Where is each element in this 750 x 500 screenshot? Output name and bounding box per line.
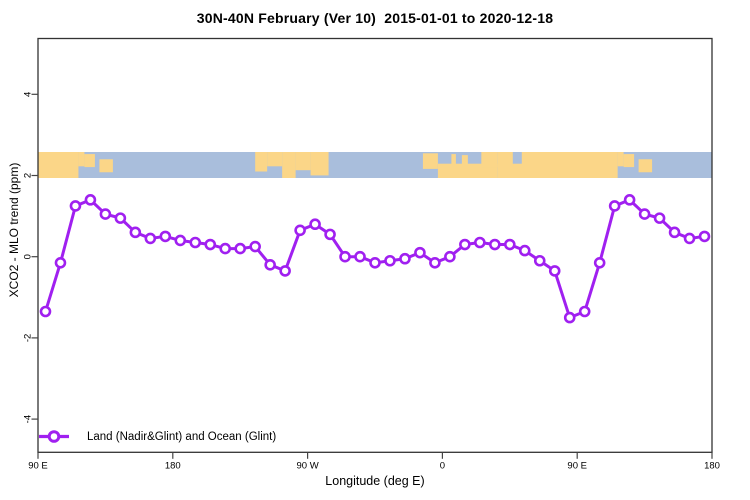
map-band-land-segment (461, 155, 468, 167)
data-point-marker (189, 236, 202, 249)
data-point-marker (174, 234, 187, 247)
data-point-marker (249, 240, 261, 253)
data-point-marker (159, 230, 172, 243)
data-point-marker (384, 254, 396, 267)
data-point-marker (653, 212, 666, 224)
data-point-marker (533, 254, 546, 267)
data-point-marker (668, 226, 681, 239)
legend-line-marker-icon (39, 430, 69, 443)
map-band-land-segment (282, 152, 296, 178)
data-point-marker (623, 194, 636, 206)
map-band-land-segment (481, 152, 498, 168)
data-point-marker (39, 305, 52, 318)
map-band-land-segment (623, 154, 635, 168)
y-tick-label: -2 (23, 334, 34, 342)
data-point-marker (129, 226, 142, 239)
x-tick-label: 90 W (297, 460, 319, 471)
map-band-land-segment (451, 154, 456, 165)
x-tick-label: 90 E (28, 460, 48, 471)
data-point-marker (548, 265, 561, 277)
data-point-marker (309, 218, 321, 231)
data-point-marker (638, 208, 651, 220)
data-point-marker (489, 238, 501, 251)
legend-label: Land (Nadir&Glint) and Ocean (Glint) (87, 430, 277, 443)
map-band-land-segment (422, 153, 438, 169)
map-band-land-segment (99, 159, 113, 173)
data-point-marker (459, 238, 471, 251)
map-band-land-segment (310, 152, 329, 176)
map-band-land-segment (84, 154, 95, 168)
map-band-land-segment (267, 152, 283, 167)
data-point-marker (234, 242, 246, 255)
data-point-marker (518, 244, 531, 257)
map-band-land-segment (78, 152, 85, 167)
y-tick-label: 0 (23, 254, 34, 259)
x-tick-label: 90 E (567, 460, 587, 471)
x-tick-label: 0 (440, 460, 445, 471)
data-point-marker (204, 238, 217, 251)
data-point-marker (683, 232, 696, 245)
map-band-land-segment (38, 152, 79, 178)
data-point-marker (503, 238, 516, 251)
data-point-marker (324, 228, 336, 241)
x-tick-label: 180 (165, 460, 181, 471)
data-point-marker (593, 256, 606, 269)
data-point-marker (563, 311, 576, 324)
x-tick-label: 180 (704, 460, 720, 471)
data-point-marker (114, 212, 127, 224)
data-point-marker (219, 242, 232, 255)
data-point-marker (698, 230, 711, 243)
data-point-marker (84, 194, 97, 206)
plot-border (37, 37, 713, 453)
data-point-marker (399, 252, 411, 265)
map-band-land-segment (617, 152, 624, 167)
x-axis-title: Longitude (deg E) (325, 474, 425, 488)
data-point-marker (99, 208, 112, 220)
map-band-land-segment (638, 159, 653, 173)
data-point-marker (264, 259, 276, 271)
chart-title: 30N-40N February (Ver 10) 2015-01-01 to … (196, 10, 554, 26)
data-point-marker (608, 200, 621, 212)
data-point-marker (279, 265, 291, 277)
data-point-marker (429, 256, 441, 269)
data-point-marker (69, 200, 82, 212)
data-point-marker (339, 250, 351, 263)
data-point-marker (369, 256, 381, 269)
data-point-marker (414, 246, 426, 259)
data-point-marker (444, 250, 456, 263)
y-axis-title: XCO2 - MLO trend (ppm) (7, 162, 21, 298)
data-point-marker (294, 224, 306, 237)
data-point-marker (354, 250, 366, 263)
y-tick-label: -4 (23, 415, 34, 423)
data-point-marker (144, 232, 157, 245)
legend: Land (Nadir&Glint) and Ocean (Glint) (38, 429, 276, 444)
data-point-marker (54, 256, 67, 269)
map-band-land-segment (255, 152, 268, 172)
map-band-land-segment (295, 152, 311, 171)
y-tick-label: 2 (23, 173, 34, 178)
map-band-water-patch (512, 152, 522, 164)
data-point-marker (578, 305, 591, 318)
data-point-marker (474, 236, 486, 249)
y-tick-label: 4 (23, 92, 34, 97)
